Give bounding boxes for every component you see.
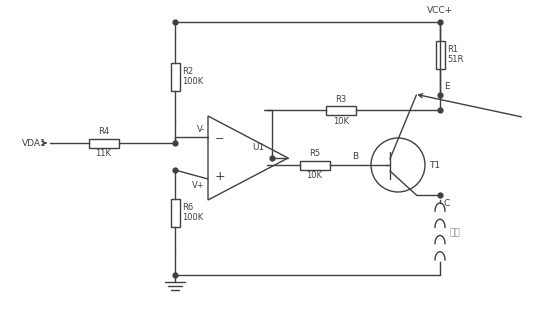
Text: 51R: 51R <box>447 55 464 65</box>
Text: +: + <box>215 171 225 183</box>
Bar <box>300 160 329 170</box>
Bar <box>170 63 179 91</box>
Text: −: − <box>215 134 225 144</box>
Text: U1: U1 <box>252 144 264 153</box>
Bar <box>436 41 444 69</box>
Text: V-: V- <box>197 125 205 134</box>
Text: 10K: 10K <box>307 172 323 180</box>
Text: C: C <box>444 199 450 208</box>
Text: 10K: 10K <box>333 116 349 126</box>
Text: R2: R2 <box>183 67 194 76</box>
Text: E: E <box>444 82 450 91</box>
Text: B: B <box>352 152 358 161</box>
Text: VCC+: VCC+ <box>427 6 453 15</box>
Text: R5: R5 <box>309 150 320 158</box>
Text: 11K: 11K <box>96 150 112 158</box>
Text: T1: T1 <box>429 160 440 170</box>
Bar <box>170 198 179 227</box>
Text: 100K: 100K <box>183 77 204 86</box>
Text: V+: V+ <box>192 181 205 190</box>
Text: 100K: 100K <box>183 213 204 222</box>
Text: R1: R1 <box>447 46 459 54</box>
Bar <box>89 138 119 148</box>
Text: 负载: 负载 <box>450 228 461 237</box>
Text: R6: R6 <box>183 203 194 212</box>
Text: VDA1: VDA1 <box>22 138 47 148</box>
Bar <box>326 106 356 114</box>
Text: R3: R3 <box>335 94 347 104</box>
Text: R4: R4 <box>98 128 109 136</box>
